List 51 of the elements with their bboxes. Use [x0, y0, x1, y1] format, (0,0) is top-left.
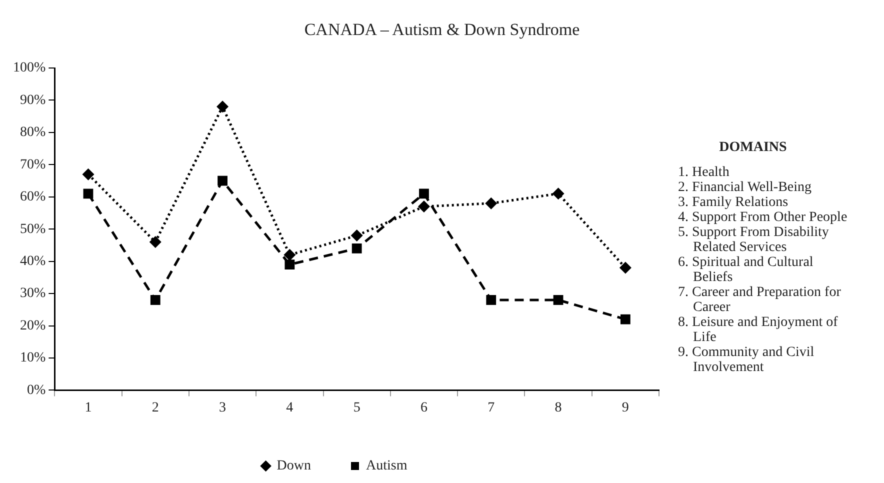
x-tick-label: 5 [353, 400, 360, 416]
y-tick-label: 60% [20, 190, 46, 205]
legend-label: Down [276, 458, 312, 474]
point [485, 197, 498, 210]
x-tick-label: 6 [420, 400, 428, 416]
point [619, 262, 632, 274]
point [284, 260, 295, 270]
point [83, 188, 94, 199]
point [418, 200, 430, 213]
y-tick-label: 10% [20, 350, 46, 366]
y-tick-label: 40% [20, 254, 46, 269]
y-tick-label: 20% [20, 318, 46, 334]
point [552, 188, 564, 200]
text: 2. Financial Well-Being [678, 180, 813, 195]
point [350, 230, 363, 242]
text: 5. Support From Disability Related Services [678, 225, 830, 255]
y-tick-label: 80% [20, 125, 46, 140]
point [284, 248, 296, 261]
text: DOMAINS [718, 140, 788, 155]
chart-title: CANADA – Autism & Down Syndrome [303, 20, 581, 40]
point [620, 314, 630, 324]
y-tick-label: 50% [20, 222, 46, 237]
text: 1. Health [678, 165, 730, 180]
text: 6. Spiritual and Cultural Beliefs [678, 255, 814, 285]
y-tick-label: 0% [26, 382, 46, 398]
legend-label: Autism [366, 458, 408, 474]
x-tick-label: 1 [84, 400, 92, 416]
x-tick-label: 9 [622, 400, 629, 416]
text: 8. Leisure and Enjoyment of Life [678, 315, 839, 345]
x-tick-label: 7 [488, 400, 495, 416]
text: 3. Family Relations [678, 195, 790, 210]
y-tick-label: 100% [12, 60, 46, 76]
point [218, 176, 228, 186]
point [352, 243, 362, 254]
point [419, 188, 429, 199]
y-tick-label: 30% [20, 286, 46, 302]
y-tick-label: 90% [20, 92, 46, 108]
text: 4. Support From Other People [678, 210, 848, 225]
text: 7. Career and Preparation for Career [678, 285, 842, 315]
x-tick-label: 8 [554, 400, 562, 416]
point [486, 295, 496, 305]
x-tick-label: 3 [219, 400, 226, 416]
point [82, 168, 94, 180]
point [150, 295, 160, 305]
x-tick-label: 2 [152, 400, 159, 416]
text: 9. Community and Civil Involvement [678, 345, 816, 375]
x-tick-label: 4 [286, 400, 294, 416]
point [149, 236, 162, 248]
point [216, 100, 229, 113]
point [553, 295, 564, 305]
y-tick-label: 70% [20, 157, 46, 172]
